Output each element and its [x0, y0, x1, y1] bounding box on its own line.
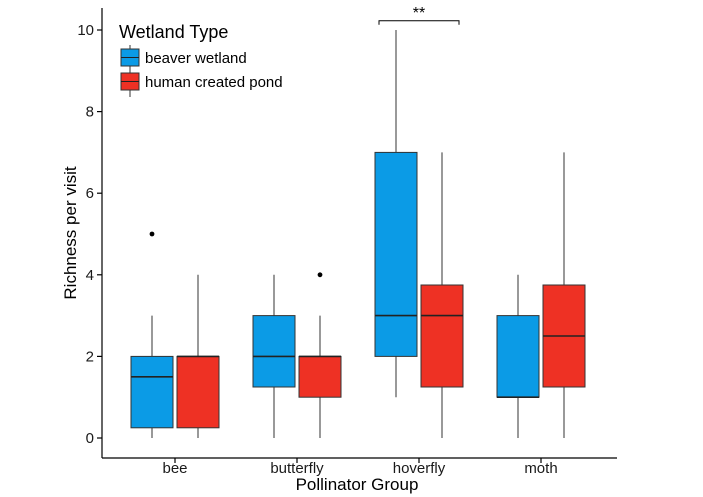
box-hoverfly-human-created-pond: [420, 152, 464, 438]
x-tick-label-hoverfly: hoverfly: [393, 460, 446, 477]
outlier-point: [317, 272, 323, 278]
x-tick-label-moth: moth: [524, 460, 557, 477]
box-moth-human-created-pond: [542, 152, 586, 438]
legend-item-human-created-pond: human created pond: [120, 69, 283, 97]
box-body: [496, 315, 540, 398]
y-tick-label: 4: [86, 267, 94, 284]
box-body: [374, 151, 418, 357]
legend-label: beaver wetland: [145, 50, 247, 67]
y-tick-label: 6: [86, 185, 94, 202]
box-butterfly-beaver-wetland: [252, 274, 296, 438]
box-hoverfly-beaver-wetland: [374, 30, 418, 398]
y-tick-label: 0: [86, 430, 94, 447]
outlier-point: [149, 231, 155, 237]
y-axis-title: Richness per visit: [61, 166, 80, 299]
x-tick-label-bee: bee: [162, 460, 187, 477]
y-tick-label: 10: [77, 22, 94, 39]
legend-title: Wetland Type: [119, 22, 228, 42]
box-bee-human-created-pond: [176, 274, 220, 438]
box-body: [420, 284, 464, 388]
box-body: [130, 355, 174, 429]
x-axis-title: Pollinator Group: [296, 475, 419, 494]
axes: Pollinator Group Richness per visit 0 2 4 6…: [61, 8, 617, 494]
significance-bracket: **: [378, 5, 460, 25]
box-bee-beaver-wetland: [130, 231, 174, 438]
y-tick-label: 8: [86, 104, 94, 121]
significance-label: **: [413, 5, 425, 22]
plot-area: **: [130, 5, 586, 438]
x-tick-label-butterfly: butterfly: [270, 460, 324, 477]
legend: Wetland Type beaver wetland human created…: [119, 22, 283, 97]
box-body: [176, 355, 220, 429]
box-moth-beaver-wetland: [496, 274, 540, 438]
box-butterfly-human-created-pond: [298, 272, 342, 438]
bracket-line: [378, 20, 460, 25]
box-body: [298, 355, 342, 398]
legend-label: human created pond: [145, 74, 283, 91]
box-body: [252, 315, 296, 388]
y-tick-label: 2: [86, 348, 94, 365]
legend-item-beaver-wetland: beaver wetland: [120, 45, 247, 73]
